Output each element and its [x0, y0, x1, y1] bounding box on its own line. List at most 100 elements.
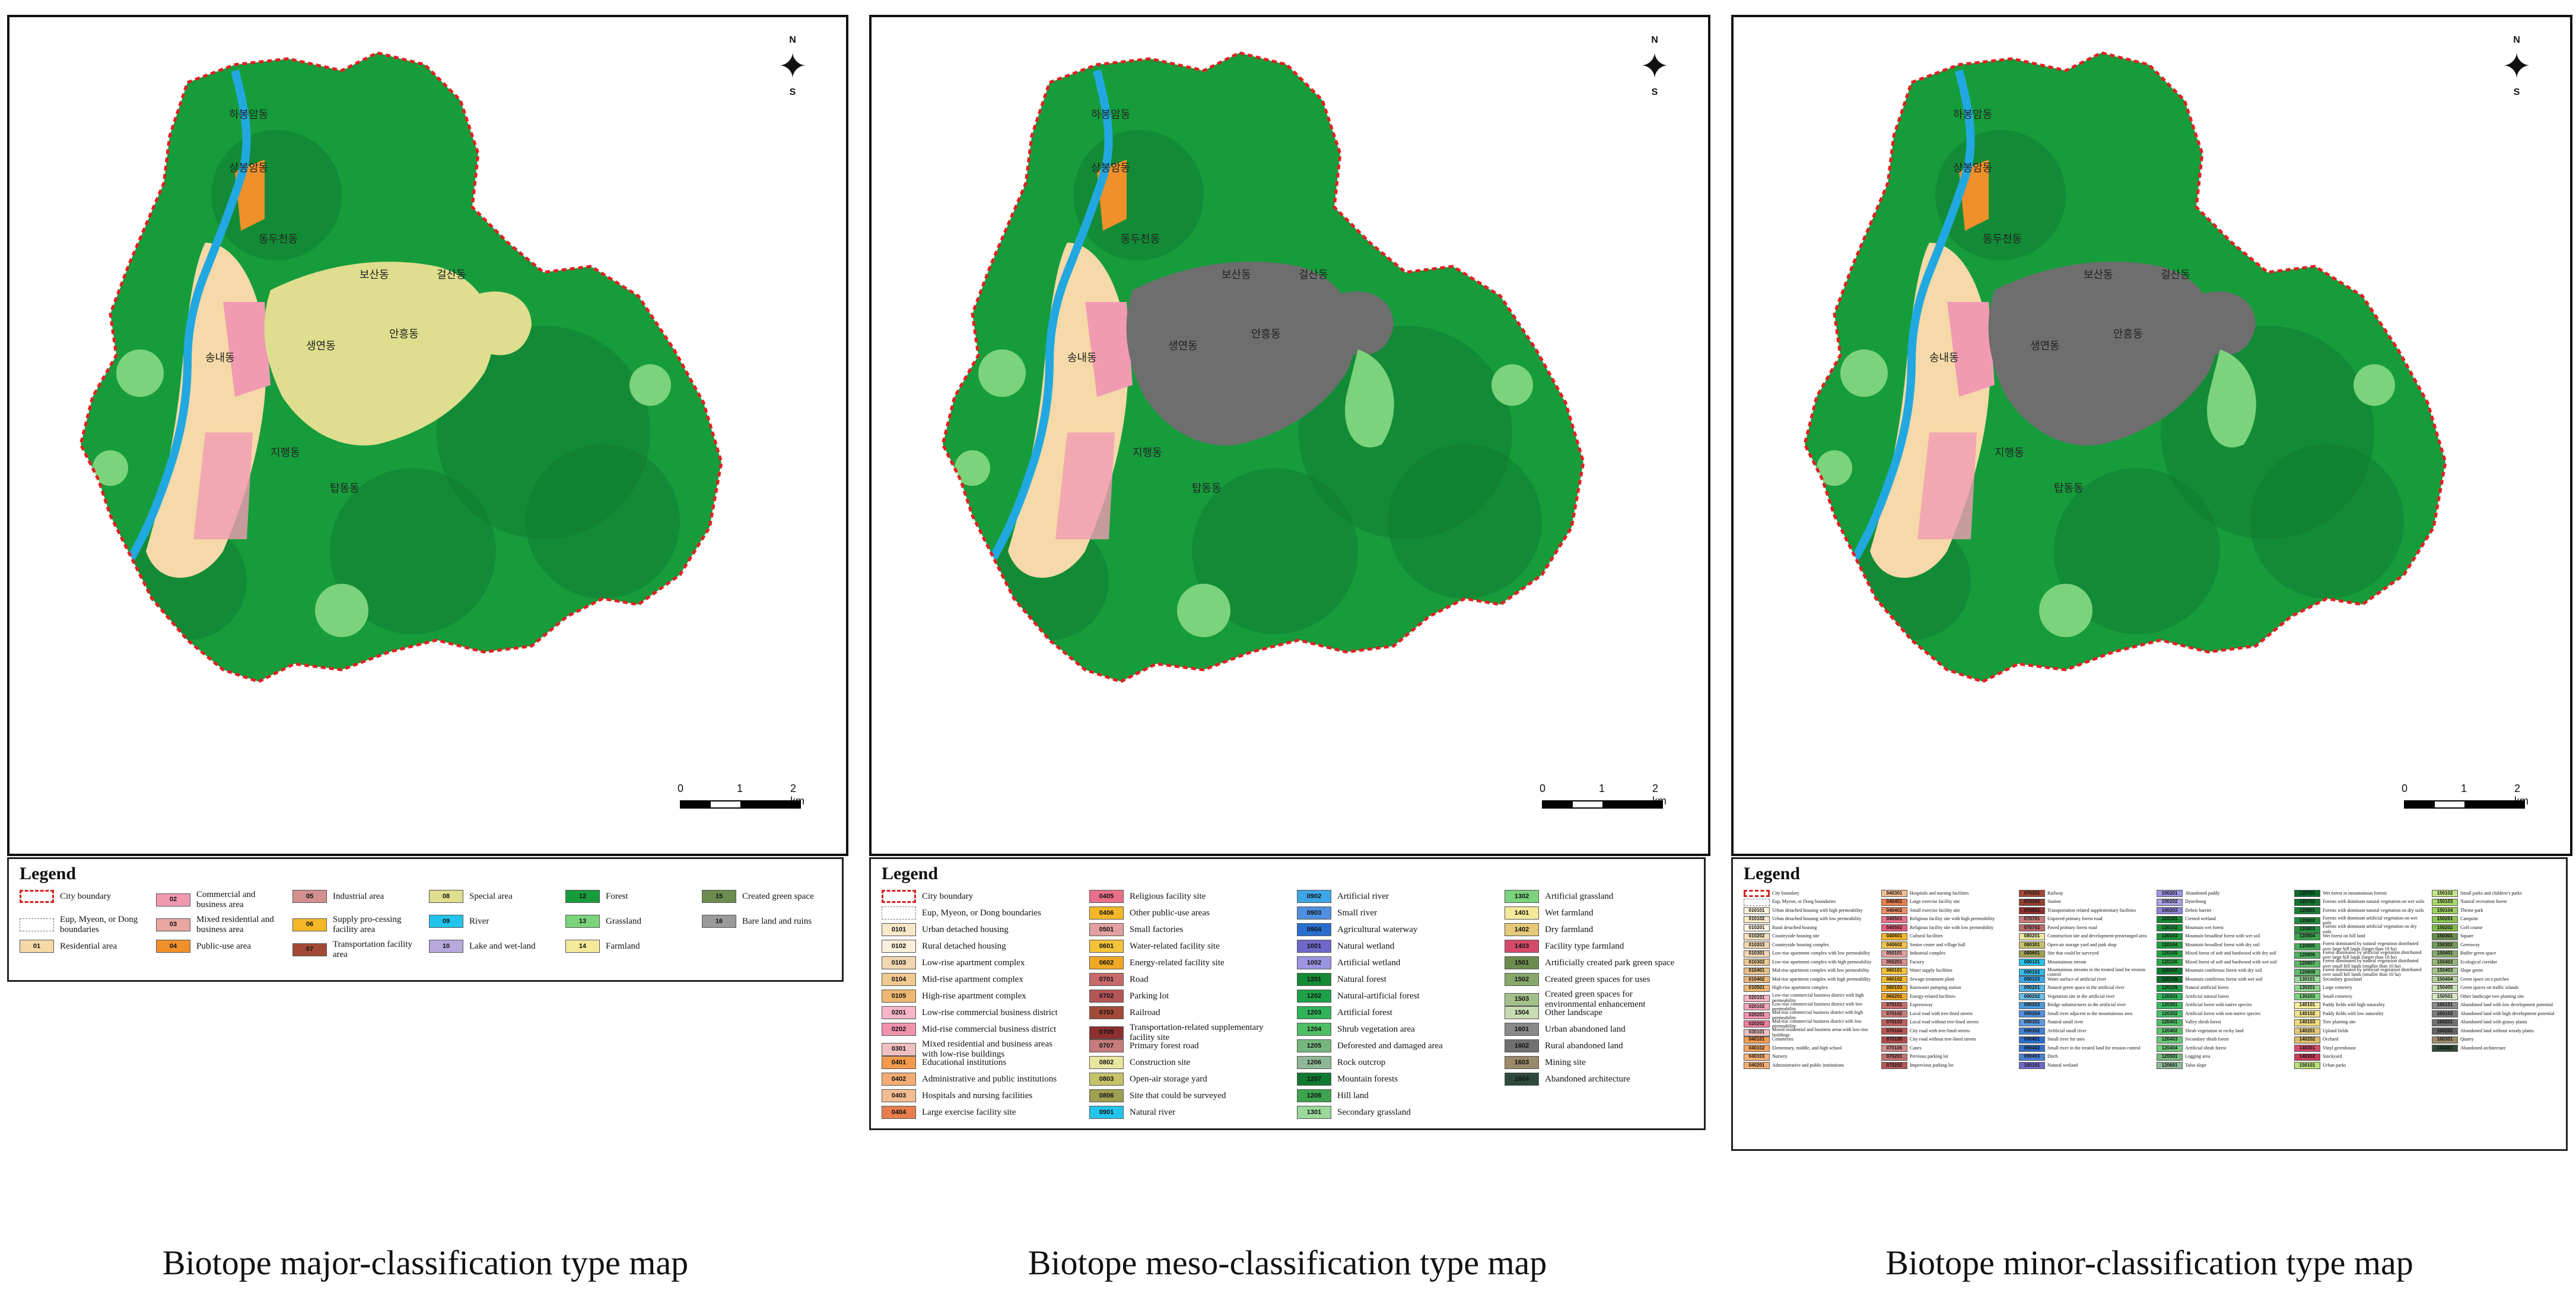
legend-label: City boundary	[1772, 890, 1799, 896]
legend-item: 040402 Small exercise facility site	[1881, 907, 2013, 914]
legend-item: 0806 Site that could be surveyed	[1089, 1089, 1291, 1102]
legend-label: Industrial complex	[1910, 950, 1946, 956]
legend-label: Square	[2460, 933, 2474, 939]
legend-swatch: 090302	[2019, 1028, 2045, 1035]
legend-label: Abandoned land with low development pote…	[2460, 1002, 2553, 1008]
legend-label: Station	[2047, 899, 2061, 905]
place-label: 지행동	[1995, 447, 2024, 459]
legend-swatch: 060102	[1881, 976, 1907, 983]
legend-label: Artificial forest	[1337, 1007, 1392, 1017]
legend-swatch: 0402	[882, 1073, 916, 1086]
legend-swatch: 010301	[1744, 950, 1770, 958]
legend-swatch: 150101	[2294, 1062, 2320, 1069]
legend-item: 090302 Artificial small river	[2019, 1028, 2151, 1035]
legend-swatch: 150403	[2432, 967, 2458, 975]
legend-label: Forest dominated by natural vegetation d…	[2323, 958, 2419, 969]
legend-label: Abandoned architecture	[2460, 1045, 2506, 1051]
legend-swatch: 140103	[2294, 1019, 2320, 1026]
legend-swatch: 0406	[1089, 906, 1124, 920]
legend-label: Mountain coniferous forest with dry soil	[2185, 968, 2262, 974]
legend-swatch: 120401	[2157, 1019, 2183, 1026]
legend-swatch: 14	[565, 940, 600, 953]
legend-item: 1503 Created green spaces for environment…	[1505, 990, 1706, 1009]
legend-swatch: 1001	[1297, 940, 1331, 953]
legend-swatch: 0103	[882, 956, 916, 969]
legend-item: 140202 Orchard	[2294, 1036, 2426, 1044]
legend-item: 150401 Buffer green space	[2432, 950, 2564, 958]
legend-label: Countryside housing site	[1772, 933, 1820, 939]
legend-swatch: 040102	[1744, 1045, 1770, 1052]
legend-swatch: 120806	[2294, 952, 2320, 959]
legend-swatch: 120701	[2294, 890, 2320, 897]
legend-swatch: 100202	[2157, 898, 2183, 906]
legend-item: 120702 Forests with dominant natural vege…	[2294, 898, 2426, 906]
legend-item: 150202 Golf course	[2432, 924, 2564, 931]
place-label: 하봉암동	[229, 109, 269, 121]
legend-item: 160102 Abandoned land with high developme…	[2432, 1010, 2564, 1017]
legend-item: 070106 Canes	[1881, 1045, 2013, 1052]
legend-item: 0703 Railroad	[1089, 1006, 1291, 1019]
legend-label: Religious facility site with high permea…	[1910, 916, 1995, 922]
legend-item: 140102 Paddy fields with low naturality	[2294, 1010, 2426, 1017]
legend-item: 120501 Logging area	[2157, 1053, 2288, 1061]
legend-item: 1202 Natural-artificial forest	[1297, 990, 1499, 1003]
legend-swatch: 0802	[1089, 1056, 1124, 1069]
legend-item: 0105 High-rise apartment complex	[882, 990, 1083, 1003]
legend-item: 070202 Impervious parking lot	[1881, 1062, 2013, 1069]
legend-label: Forest dominated by artificial vegetatio…	[2323, 949, 2422, 960]
legend-swatch: 090203	[2019, 1001, 2045, 1009]
legend-swatch: 1203	[1297, 1006, 1331, 1019]
legend-label: Created green spaces for uses	[1545, 974, 1650, 984]
legend-swatch: 040601	[1881, 933, 1907, 940]
legend-swatch: 0104	[882, 973, 916, 986]
legend-item: 090402 Small river in the treated land fo…	[2019, 1045, 2151, 1052]
legend-swatch: 140201	[2294, 1028, 2320, 1035]
legend-major: Legend City boundary Eup, Myeon, or Dong …	[7, 857, 844, 982]
legend-item: 120301 Artificial forest with native spec…	[2157, 1001, 2288, 1009]
legend-swatch: 120108	[2157, 976, 2183, 983]
legend-swatch: 120201	[2157, 993, 2183, 1000]
legend-swatch: 060101	[1881, 967, 1907, 975]
legend-item: 140201 Upland fields	[2294, 1028, 2426, 1035]
legend-swatch: 010501	[1744, 984, 1770, 992]
legend-item: 1208 Hill land	[1297, 1089, 1499, 1102]
legend-item: 120806 Forest dominated by artificial veg…	[2294, 950, 2426, 961]
legend-label: Natural-artificial forest	[1337, 991, 1420, 1001]
legend-label: Golf course	[2460, 924, 2483, 930]
legend-swatch: 010102	[1744, 915, 1770, 923]
place-label: 보산동	[360, 269, 389, 281]
legend-label: Natural wetland	[2047, 1062, 2078, 1068]
legend-swatch: 010101	[1744, 907, 1770, 914]
legend-label: Artificial shrub forest	[2185, 1045, 2227, 1051]
legend-item: 040102 Elementary, middle, and high schoo…	[1744, 1045, 1875, 1052]
legend-label: Mixed forest of soft and hardwood with w…	[2185, 959, 2277, 965]
legend-label: Talus slope	[2185, 1062, 2207, 1068]
legend-item: 0403 Hospitals and nursing facilities	[882, 1089, 1083, 1102]
legend-item: 150103 Natural recreation forest	[2432, 898, 2564, 906]
legend-swatch: 150405	[2432, 984, 2458, 992]
legend-label: Abandoned paddy	[2185, 890, 2220, 896]
legend-item: 120201 Artificial natural forest	[2157, 993, 2288, 1000]
legend-label: Paved primary forest road	[2047, 924, 2097, 930]
legend-swatch: 150302	[2432, 941, 2458, 949]
place-label: 상봉암동	[229, 162, 269, 174]
legend-label: Ditch	[2047, 1054, 2058, 1060]
legend-item: 070201 Pervious parking lot	[1881, 1053, 2013, 1061]
legend-item: 06 Supply pro-cessing facility area	[292, 915, 423, 934]
legend-label: Mid-rise apartment complex	[922, 974, 1023, 984]
legend-swatch: 0301	[882, 1042, 916, 1056]
legend-item: 130201 Large cemetery	[2294, 984, 2426, 992]
legend-label: Low-rise commercial business district wi…	[1772, 993, 1864, 1003]
legend-label: Small river in the treated land for eros…	[2047, 1045, 2141, 1051]
legend-label: City road without tree-lined streets	[1910, 1036, 1976, 1042]
legend-label: Tree planting site	[2323, 1019, 2356, 1025]
legend-item: 0406 Other public-use areas	[1089, 906, 1291, 920]
legend-item: 140302 Stockyard	[2294, 1053, 2426, 1061]
legend-item: Eup, Myeon, or Dong boundaries	[1744, 898, 1875, 906]
legend-item: 020202 Mid-rise commercial business distr…	[1744, 1019, 1875, 1030]
legend-label: Energy-related facility site	[1130, 958, 1225, 968]
legend-swatch: 1604	[1505, 1073, 1539, 1086]
legend-label: Construction site	[1130, 1057, 1191, 1067]
legend-item: 090204 Small river adjacent to the mounta…	[2019, 1010, 2151, 1017]
